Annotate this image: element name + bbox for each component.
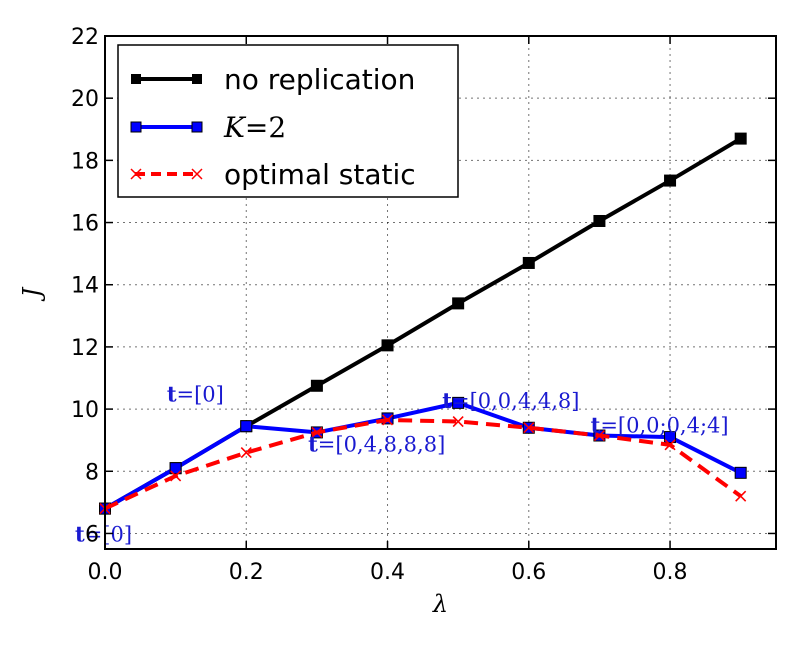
- annotation-label: t=[0,0;0,4;4]: [591, 413, 729, 438]
- point-k-2: [734, 466, 747, 479]
- point-optimal-static: [735, 490, 747, 502]
- point-optimal-static: [452, 415, 464, 428]
- point-optimal-static: [381, 414, 394, 426]
- point-optimal-static: [311, 426, 323, 438]
- annotation-value: =[0]: [85, 522, 132, 546]
- annotation-value: =[0,0;0,4;4]: [600, 414, 728, 438]
- legend-label-k2-rest: =2: [245, 111, 286, 144]
- legend: no replication K=2 optimal static: [117, 44, 459, 198]
- annotation-symbol: t: [167, 382, 177, 407]
- legend-label-k2: K=2: [223, 111, 286, 144]
- point-no-replication: [522, 256, 535, 269]
- series-line-optimal-static: [104, 417, 742, 511]
- annotation-symbol: t: [308, 431, 318, 456]
- annotation-value: =[0,0,4,4,8]: [452, 389, 579, 413]
- legend-marker-optimal-static: [191, 168, 203, 180]
- legend-marker-optimal-static: [130, 168, 142, 180]
- legend-marker-k2: [130, 121, 142, 133]
- point-k-2: [240, 420, 253, 433]
- point-optimal-static: [240, 447, 252, 459]
- x-axis-label: λ: [432, 590, 448, 618]
- point-k-2: [664, 431, 677, 444]
- series-layer: [99, 132, 747, 515]
- x-tick-label: 0.2: [229, 560, 264, 585]
- plot-frame: [104, 35, 777, 550]
- point-no-replication: [452, 297, 465, 310]
- y-tick-label: 6: [85, 522, 99, 547]
- point-no-replication: [593, 214, 606, 227]
- y-tick-label: 12: [71, 336, 99, 361]
- series-line-k-2: [104, 400, 742, 511]
- y-tick-label: 14: [71, 274, 99, 299]
- annotation-symbol: t: [591, 413, 601, 438]
- point-optimal-static: [523, 422, 535, 434]
- annotation-label: t=[0,0,4,4,8]: [442, 388, 579, 413]
- point-optimal-static: [170, 470, 182, 482]
- legend-label-optimal-static: optimal static: [224, 158, 416, 191]
- legend-box: [117, 44, 459, 198]
- y-tick-label: 22: [71, 25, 99, 50]
- y-tick-label: 16: [71, 212, 99, 237]
- x-tick-label: 0.4: [370, 560, 405, 585]
- y-axis-label: J: [18, 286, 46, 302]
- annotation-symbol: t: [75, 521, 85, 546]
- annotation-symbol: t: [442, 388, 452, 413]
- x-tick-label: 0.6: [511, 560, 546, 585]
- x-tick-label: 0.0: [88, 560, 123, 585]
- point-no-replication: [664, 174, 677, 187]
- point-no-replication: [381, 339, 394, 352]
- legend-label-no-replication: no replication: [224, 63, 415, 96]
- legend-marker-no-replication: [192, 74, 202, 84]
- point-k-2: [169, 462, 182, 475]
- point-optimal-static: [593, 429, 605, 442]
- annotation-value: =[0]: [177, 383, 224, 407]
- annotation-label: t=[0]: [75, 521, 132, 546]
- point-no-replication: [310, 379, 323, 392]
- point-optimal-static: [664, 439, 676, 451]
- x-tick-label: 0.8: [653, 560, 688, 585]
- y-tick-label: 10: [71, 398, 99, 423]
- y-tick-label: 8: [85, 460, 99, 485]
- legend-label-k2-var: K: [223, 111, 247, 144]
- y-tick-label: 20: [71, 87, 99, 112]
- annotation-value: =[0,4,8,8,8]: [318, 432, 446, 456]
- legend-marker-no-replication: [131, 74, 141, 84]
- annotation-label: t=[0]: [167, 382, 224, 407]
- point-no-replication: [734, 132, 747, 145]
- tick-layer: 0.0 0.2 0.4 0.6 0.8 6 8 10 12 14 16 18 20 22: [71, 25, 776, 585]
- y-tick-label: 18: [71, 149, 99, 174]
- annotation-layer: t=[0]t=[0]t=[0,4,8,8,8]t=[0,0,4,4,8]t=[0…: [75, 382, 729, 547]
- point-k-2: [452, 396, 465, 409]
- legend-marker-k2: [191, 121, 203, 133]
- annotation-label: t=[0,4,8,8,8]: [308, 431, 445, 456]
